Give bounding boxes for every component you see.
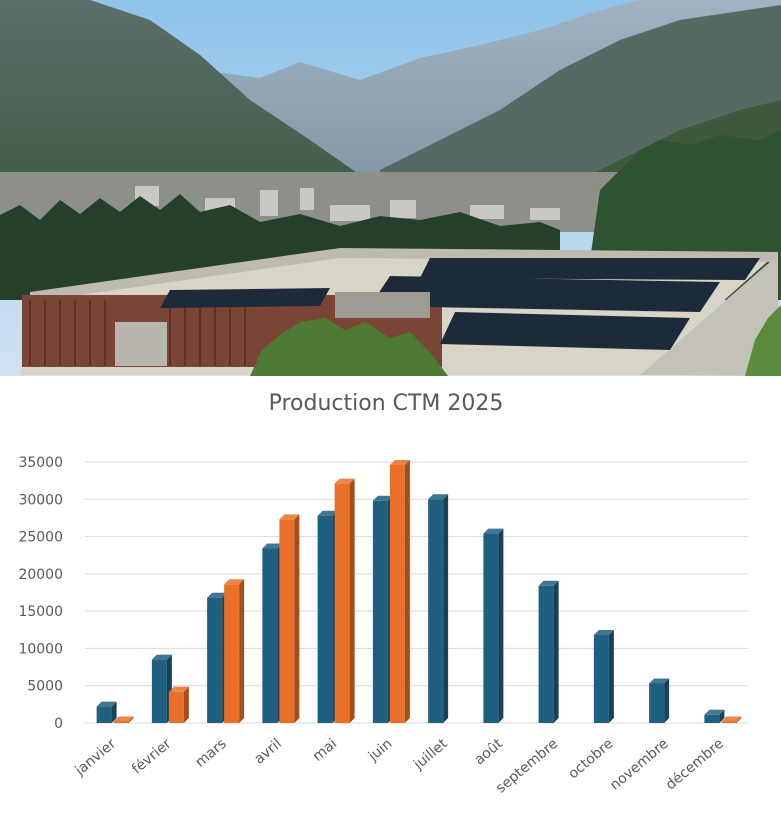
- bar: [224, 579, 245, 723]
- x-tick-label: décembre: [663, 736, 727, 794]
- bar: [593, 630, 614, 723]
- gridlines: [85, 461, 748, 724]
- foreground-foliage: [250, 318, 448, 376]
- bar: [151, 654, 172, 723]
- bar: [168, 686, 189, 723]
- bar: [389, 459, 410, 723]
- bars: [96, 459, 742, 723]
- x-tick-label: novembre: [607, 736, 672, 794]
- foreground-foliage-right: [745, 305, 781, 376]
- bar: [483, 528, 504, 723]
- roof-parapet: [30, 248, 778, 302]
- x-tick-label: mars: [192, 736, 229, 771]
- x-tick-label: mai: [310, 736, 340, 765]
- bar: [538, 580, 559, 723]
- y-tick-label: 5000: [27, 679, 63, 695]
- bar: [279, 514, 300, 723]
- x-tick-label: avril: [251, 736, 285, 768]
- x-tick-label: juillet: [410, 735, 451, 773]
- x-tick-label: juin: [365, 736, 396, 765]
- y-tick-label: 0: [54, 716, 63, 732]
- y-tick-label: 25000: [18, 530, 63, 546]
- y-tick-label: 10000: [18, 641, 63, 657]
- facade-slats: [29, 300, 246, 366]
- left-mountain: [0, 0, 380, 200]
- y-tick-label: 20000: [18, 567, 63, 583]
- bar: [649, 678, 670, 723]
- bar: [428, 494, 449, 723]
- x-tick-label: février: [129, 736, 175, 778]
- y-tick-label: 15000: [18, 604, 63, 620]
- bar: [334, 478, 355, 723]
- y-tick-label: 30000: [18, 492, 63, 508]
- rooftop-solar-photo: [0, 0, 781, 376]
- y-axis-ticks: 0 5000 10000 15000 20000 25000 30000 35000: [18, 455, 63, 732]
- bar: [721, 716, 742, 723]
- bar: [113, 716, 134, 723]
- bar: [96, 701, 117, 723]
- rooftop-shed: [335, 292, 430, 318]
- chart-title: Production CTM 2025: [269, 391, 504, 416]
- x-tick-label: août: [472, 735, 507, 768]
- x-tick-label: janvier: [71, 736, 119, 780]
- y-tick-label: 35000: [18, 455, 63, 471]
- production-bar-chart: 0 5000 10000 15000 20000 25000 30000 35000 janv…: [18, 391, 748, 797]
- x-axis-ticks: janvier février mars avril mai juin juillet aoû…: [71, 735, 726, 796]
- bar: [704, 709, 725, 723]
- x-tick-label: octobre: [565, 736, 616, 782]
- solar-panel-rows: [160, 258, 760, 350]
- facade-door-block: [115, 322, 167, 366]
- right-wall: [640, 255, 778, 376]
